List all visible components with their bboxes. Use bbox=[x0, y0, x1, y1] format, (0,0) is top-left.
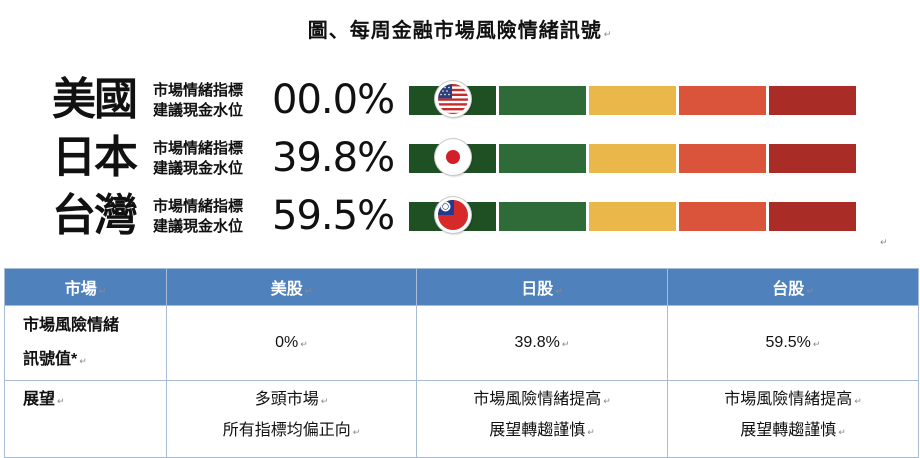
paragraph-mark: ↵ bbox=[57, 396, 65, 406]
cell-jp-outlook: 市場風險情緒提高 ↵ 展望轉趨謹慎 ↵ bbox=[416, 380, 668, 458]
signal-segment bbox=[679, 144, 766, 173]
signal-segment bbox=[589, 202, 676, 231]
paragraph-mark: ↵ bbox=[806, 286, 814, 296]
label-cash-level: 建議現金水位 bbox=[153, 101, 244, 119]
cell-tw-signal: 59.5% ↵ bbox=[667, 305, 919, 381]
country-name: 台灣 bbox=[52, 190, 138, 241]
signal-row-taiwan: 台灣 市場情緒指標 建議現金水位 59.5% bbox=[52, 192, 872, 240]
signal-segment bbox=[499, 202, 586, 231]
paragraph-mark: ↵ bbox=[603, 30, 613, 40]
cash-level-value: 59.5% bbox=[272, 193, 395, 239]
table-row-signal: 市場風險情緒 訊號值* ↵ 0% ↵ 39.8% ↵ 59.5% ↵ bbox=[4, 305, 919, 381]
country-name: 美國 bbox=[52, 74, 138, 125]
risk-signal-figure: 圖、每周金融市場風險情緒訊號 ↵ 美國 市場情緒指標 建議現金水位 00.0% bbox=[52, 18, 888, 248]
row-label-outlook: 展望 ↵ bbox=[4, 380, 167, 458]
paragraph-mark: ↵ bbox=[603, 396, 611, 406]
label-cash-level: 建議現金水位 bbox=[153, 217, 244, 235]
paragraph-mark: ↵ bbox=[880, 238, 888, 248]
japan-flag-icon bbox=[435, 139, 471, 175]
indicator-labels: 市場情緒指標 建議現金水位 bbox=[153, 138, 271, 178]
label-market-sentiment: 市場情緒指標 bbox=[153, 81, 244, 99]
cell-jp-signal: 39.8% ↵ bbox=[416, 305, 668, 381]
signal-segment bbox=[679, 86, 766, 115]
cell-us-signal: 0% ↵ bbox=[166, 305, 417, 381]
table-header-row: 市場 ↵ 美股 ↵ 日股 ↵ 台股 ↵ bbox=[4, 268, 919, 306]
signal-segment bbox=[769, 144, 856, 173]
country-name: 日本 bbox=[52, 132, 138, 183]
label-cash-level: 建議現金水位 bbox=[153, 159, 244, 177]
signal-segment bbox=[769, 86, 856, 115]
header-tw-stocks: 台股 ↵ bbox=[667, 268, 919, 306]
signal-row-japan: 日本 市場情緒指標 建議現金水位 39.8% bbox=[52, 134, 872, 182]
signal-segment bbox=[679, 202, 766, 231]
figure-title: 圖、每周金融市場風險情緒訊號 ↵ bbox=[307, 18, 613, 42]
signal-segment bbox=[769, 202, 856, 231]
paragraph-mark: ↵ bbox=[838, 427, 846, 437]
paragraph-mark: ↵ bbox=[98, 286, 107, 296]
paragraph-mark: ↵ bbox=[304, 286, 313, 296]
indicator-labels: 市場情緒指標 建議現金水位 bbox=[153, 196, 271, 236]
cell-tw-outlook: 市場風險情緒提高 ↵ 展望轉趨謹慎 ↵ bbox=[667, 380, 919, 458]
signal-segment bbox=[499, 86, 586, 115]
cash-level-value: 00.0% bbox=[272, 77, 395, 123]
paragraph-mark: ↵ bbox=[79, 355, 87, 366]
signal-bar bbox=[409, 197, 856, 233]
paragraph-mark: ↵ bbox=[854, 396, 862, 406]
cash-level-value: 39.8% bbox=[272, 135, 395, 181]
paragraph-mark: ↵ bbox=[555, 286, 563, 296]
label-market-sentiment: 市場情緒指標 bbox=[153, 197, 244, 215]
paragraph-mark: ↵ bbox=[320, 396, 329, 406]
cell-us-outlook: 多頭市場 ↵ 所有指標均偏正向 ↵ bbox=[166, 380, 417, 458]
table-row-outlook: 展望 ↵ 多頭市場 ↵ 所有指標均偏正向 ↵ 市場風險情緒提高 ↵ 展望轉趨謹慎 ↵ 市場… bbox=[4, 380, 919, 458]
paragraph-mark: ↵ bbox=[300, 339, 308, 349]
header-us-stocks: 美股 ↵ bbox=[166, 268, 417, 306]
signal-bar bbox=[409, 139, 856, 175]
taiwan-flag-icon bbox=[435, 197, 471, 233]
row-label-signal: 市場風險情緒 訊號值* ↵ bbox=[4, 305, 167, 381]
signal-segment bbox=[589, 86, 676, 115]
signal-bar bbox=[409, 81, 856, 117]
indicator-labels: 市場情緒指標 建議現金水位 bbox=[153, 80, 271, 120]
paragraph-mark: ↵ bbox=[561, 339, 570, 349]
header-jp-stocks: 日股 ↵ bbox=[416, 268, 668, 306]
paragraph-mark: ↵ bbox=[587, 427, 595, 437]
signal-segment bbox=[589, 144, 676, 173]
paragraph-mark: ↵ bbox=[352, 427, 361, 437]
header-market: 市場 ↵ bbox=[4, 268, 167, 306]
usa-flag-icon bbox=[435, 81, 471, 117]
risk-signal-table: 市場 ↵ 美股 ↵ 日股 ↵ 台股 ↵ 市場風險情緒 訊號值* ↵ 0% ↵ 39.8% ↵ … bbox=[4, 268, 919, 458]
signal-segment bbox=[499, 144, 586, 173]
paragraph-mark: ↵ bbox=[812, 339, 821, 349]
label-market-sentiment: 市場情緒指標 bbox=[153, 139, 244, 157]
signal-row-usa: 美國 市場情緒指標 建議現金水位 00.0% bbox=[52, 76, 872, 124]
